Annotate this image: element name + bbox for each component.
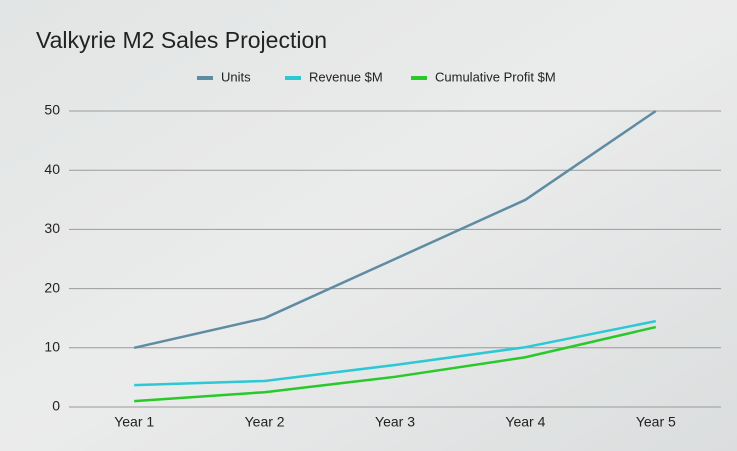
series-line: [134, 325, 657, 403]
legend-label: Cumulative Profit $M: [435, 69, 556, 84]
y-tick-label: 50: [44, 102, 60, 118]
y-tick-label: 20: [44, 279, 60, 295]
legend-label: Units: [221, 69, 251, 84]
y-tick-label: 0: [52, 398, 60, 414]
y-tick-label: 40: [44, 161, 60, 177]
x-tick-label: Year 2: [245, 414, 285, 430]
x-tick-label: Year 3: [375, 414, 415, 430]
y-tick-label: 30: [44, 220, 60, 236]
chart-title: Valkyrie M2 Sales Projection: [36, 27, 327, 53]
series-line: [134, 319, 657, 387]
legend: Units Revenue $M Cumulative Profit $M: [197, 69, 556, 84]
x-tick-label: Year 5: [636, 414, 676, 430]
series-line: [133, 109, 657, 350]
x-tick-label: Year 1: [114, 414, 154, 430]
x-tick-label: Year 4: [505, 414, 545, 430]
y-tick-label: 10: [44, 339, 60, 355]
legend-label: Revenue $M: [309, 69, 383, 84]
